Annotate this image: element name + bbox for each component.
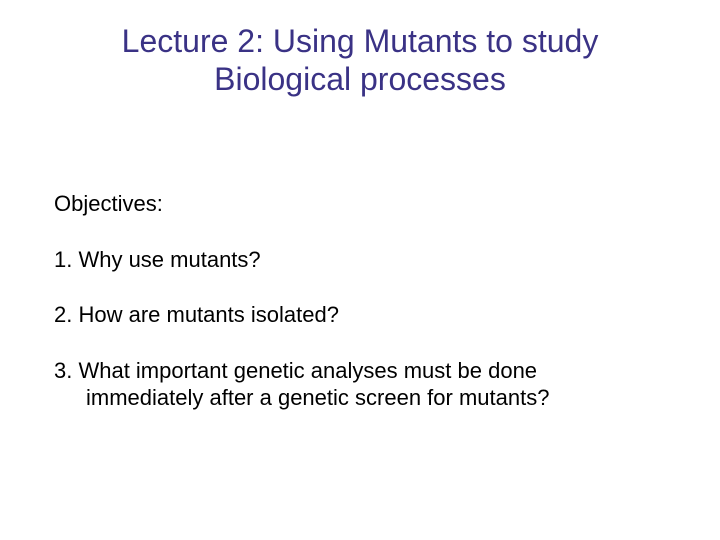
objectives-heading: Objectives: — [54, 190, 654, 218]
objective-text: 3. What important genetic analyses must … — [54, 358, 537, 383]
slide-body: Objectives: 1. Why use mutants? 2. How a… — [54, 190, 654, 440]
title-line-1: Lecture 2: Using Mutants to study — [122, 23, 599, 59]
slide-title: Lecture 2: Using Mutants to study Biolog… — [0, 22, 720, 99]
slide: Lecture 2: Using Mutants to study Biolog… — [0, 0, 720, 540]
objective-text-continuation: immediately after a genetic screen for m… — [54, 384, 654, 412]
objective-text: 2. How are mutants isolated? — [54, 302, 339, 327]
objective-item: 2. How are mutants isolated? — [54, 301, 654, 329]
title-line-2: Biological processes — [214, 61, 506, 97]
objective-item: 1. Why use mutants? — [54, 246, 654, 274]
objective-text: 1. Why use mutants? — [54, 247, 261, 272]
objective-item: 3. What important genetic analyses must … — [54, 357, 654, 412]
